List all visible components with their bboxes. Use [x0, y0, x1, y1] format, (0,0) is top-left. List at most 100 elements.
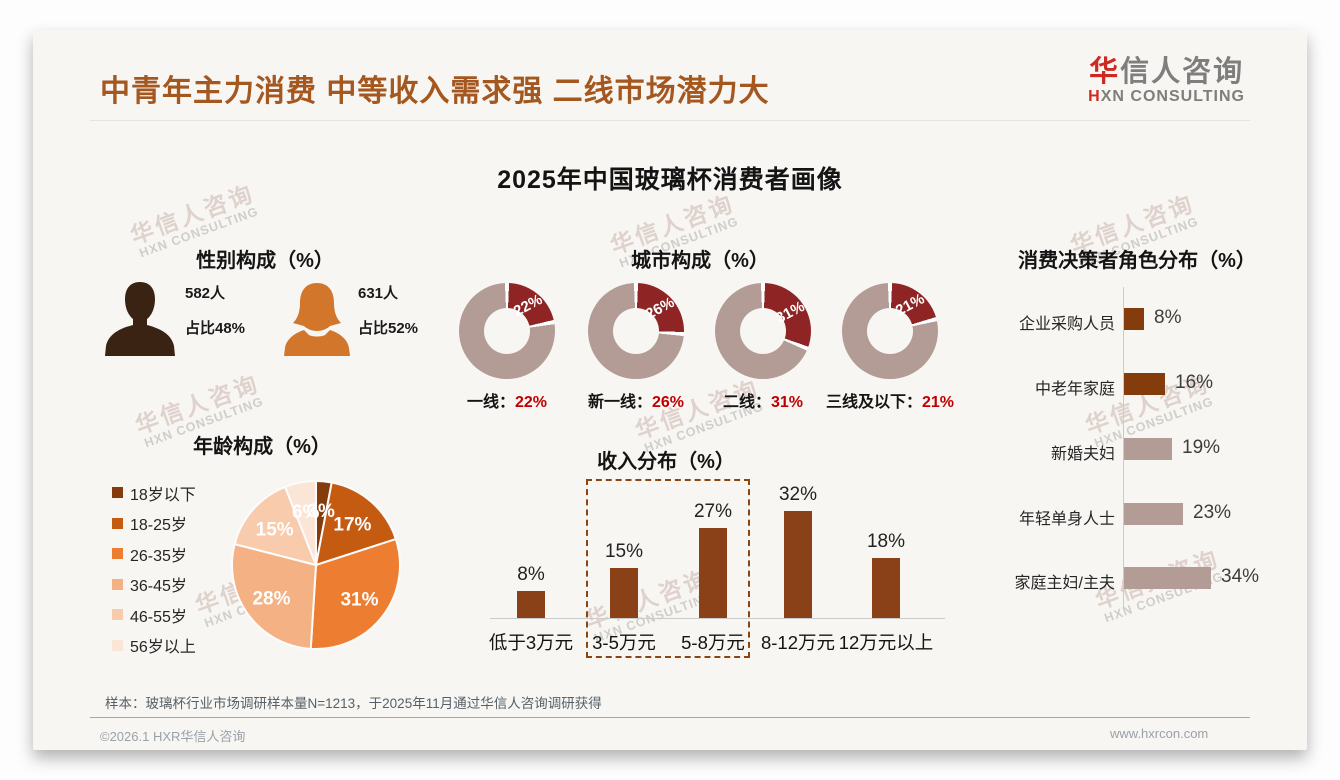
- income-category-label: 3-5万元: [592, 632, 656, 653]
- pie-slice-label: 28%: [252, 588, 290, 609]
- decision-value-label: 19%: [1182, 437, 1221, 458]
- income-value-label: 15%: [604, 541, 644, 562]
- slide-card: 华信人咨询 HXN CONSULTING 华信人咨询 HXN CONSULTING 华信…: [33, 30, 1307, 750]
- donut-caption-value: 21%: [921, 394, 955, 411]
- decision-bar: [1124, 308, 1144, 330]
- decision-value-label: 23%: [1193, 502, 1232, 523]
- age-legend-item: 36-45岁: [112, 574, 196, 595]
- income-bar: [699, 528, 727, 618]
- main-title: 2025年中国玻璃杯消费者画像: [497, 166, 843, 194]
- income-value-label: 18%: [866, 531, 906, 552]
- donut-ring: 31%: [715, 283, 811, 379]
- legend-swatch: [112, 517, 123, 529]
- legend-label: 26-35岁: [130, 547, 187, 565]
- city-donut-item: 26% 新一线：26%: [569, 283, 703, 412]
- donut-caption-name: 三线及以下：: [825, 394, 922, 411]
- age-legend-item: 18-25岁: [112, 513, 196, 534]
- donut-ring: 21%: [842, 283, 938, 379]
- income-value-label: 32%: [778, 484, 818, 505]
- decision-category-label: 家庭主妇/主夫: [1014, 575, 1115, 592]
- age-section-title: 年龄构成（%）: [193, 436, 331, 458]
- header-divider: [90, 120, 1250, 121]
- decision-bar: [1124, 438, 1172, 460]
- pie-slice-label: 3%: [307, 501, 335, 522]
- decision-category-label: 企业采购人员: [1018, 316, 1115, 333]
- company-logo: 华信人咨询 HXN CONSULTING: [1088, 56, 1245, 106]
- age-legend-item: 26-35岁: [112, 543, 196, 565]
- decision-value-label: 34%: [1221, 566, 1260, 587]
- income-category-label: 低于3万元: [488, 632, 574, 653]
- logo-text-en: HXN CONSULTING: [1088, 88, 1245, 105]
- donut-caption-name: 新一线：: [587, 394, 652, 411]
- copyright-text: ©2026.1 HXR华信人咨询: [100, 729, 246, 744]
- legend-swatch: [112, 609, 123, 620]
- sample-note: 样本：玻璃杯行业市场调研样本量N=1213，于2025年11月通过华信人咨询调研…: [105, 696, 602, 711]
- donut-caption: 三线及以下：21%: [823, 388, 957, 412]
- pie-slice: [233, 485, 318, 567]
- donut-hole: [740, 308, 786, 354]
- pie-slice-label: 17%: [333, 515, 371, 536]
- income-axis-line: [490, 618, 945, 619]
- donut-hole: [613, 308, 659, 354]
- age-legend-item: 46-55岁: [112, 604, 196, 626]
- donut-caption-name: 二线：: [722, 394, 771, 411]
- age-legend: 18岁以下 18-25岁 26-35岁 36-45岁 46-55岁 56岁以上: [112, 482, 196, 665]
- male-share: 占比48%: [185, 320, 246, 337]
- decision-section-title: 消费决策者角色分布（%）: [1018, 250, 1256, 272]
- income-bar: [610, 568, 638, 618]
- male-count: 582人: [185, 285, 226, 302]
- city-donut-item: 21% 三线及以下：21%: [823, 283, 957, 412]
- income-category-label: 8-12万元: [760, 632, 836, 653]
- footer-divider: [90, 717, 1250, 718]
- city-donut-item: 22% 一线：22%: [440, 283, 574, 412]
- age-legend-item: 56岁以上: [112, 635, 196, 656]
- age-pie-chart: 3%17% 31% 28% 15%6%: [231, 479, 401, 650]
- donut-value-label: 31%: [773, 297, 808, 328]
- city-donut-item: 31% 二线：31%: [696, 283, 830, 412]
- gender-section-title: 性别构成（%）: [196, 250, 334, 272]
- female-icon: [284, 283, 350, 356]
- male-icon: [105, 282, 175, 356]
- decision-bar: [1124, 503, 1183, 525]
- donut-caption-name: 一线：: [466, 394, 515, 411]
- decision-value-label: 8%: [1154, 307, 1182, 328]
- pie-slice: [309, 537, 401, 650]
- pie-slice-label: 15%: [256, 520, 294, 541]
- donut-caption-value: 31%: [770, 394, 804, 411]
- income-category-label: 12万元以上: [838, 632, 934, 653]
- donut-caption: 新一线：26%: [569, 388, 703, 412]
- income-value-label: 27%: [693, 501, 733, 522]
- donut-ring: 22%: [459, 283, 555, 379]
- legend-label: 46-55岁: [130, 608, 187, 626]
- city-section-title: 城市构成（%）: [631, 250, 769, 272]
- pie-slice: [314, 481, 398, 567]
- donut-hole: [867, 308, 913, 354]
- legend-label: 36-45岁: [130, 578, 187, 595]
- logo-text-cn: 华信人咨询: [1089, 56, 1245, 88]
- website-link[interactable]: www.hxrcon.com: [1110, 726, 1209, 741]
- page-title: 中青年主力消费 中等收入需求强 二线市场潜力大: [100, 75, 770, 108]
- legend-swatch: [112, 639, 123, 651]
- pie-slice-label: 31%: [340, 590, 378, 611]
- income-highlight-box: [586, 479, 750, 658]
- legend-swatch: [112, 487, 123, 498]
- pie-slice: [231, 542, 318, 650]
- donut-ring: 26%: [588, 283, 684, 379]
- legend-label: 56岁以上: [130, 639, 196, 656]
- income-bar: [517, 591, 545, 618]
- decision-category-label: 中老年家庭: [1034, 381, 1115, 398]
- donut-caption: 一线：22%: [440, 388, 574, 412]
- legend-label: 18-25岁: [130, 517, 187, 534]
- decision-bar: [1124, 373, 1165, 395]
- income-category-label: 5-8万元: [681, 632, 745, 653]
- legend-swatch: [112, 578, 123, 590]
- income-bar: [784, 511, 812, 618]
- donut-caption-value: 26%: [651, 394, 685, 411]
- legend-swatch: [112, 548, 123, 559]
- legend-label: 18岁以下: [130, 486, 196, 504]
- income-value-label: 8%: [517, 564, 545, 585]
- female-count: 631人: [358, 285, 399, 302]
- donut-caption-value: 22%: [514, 394, 548, 411]
- donut-value-label: 26%: [642, 293, 678, 323]
